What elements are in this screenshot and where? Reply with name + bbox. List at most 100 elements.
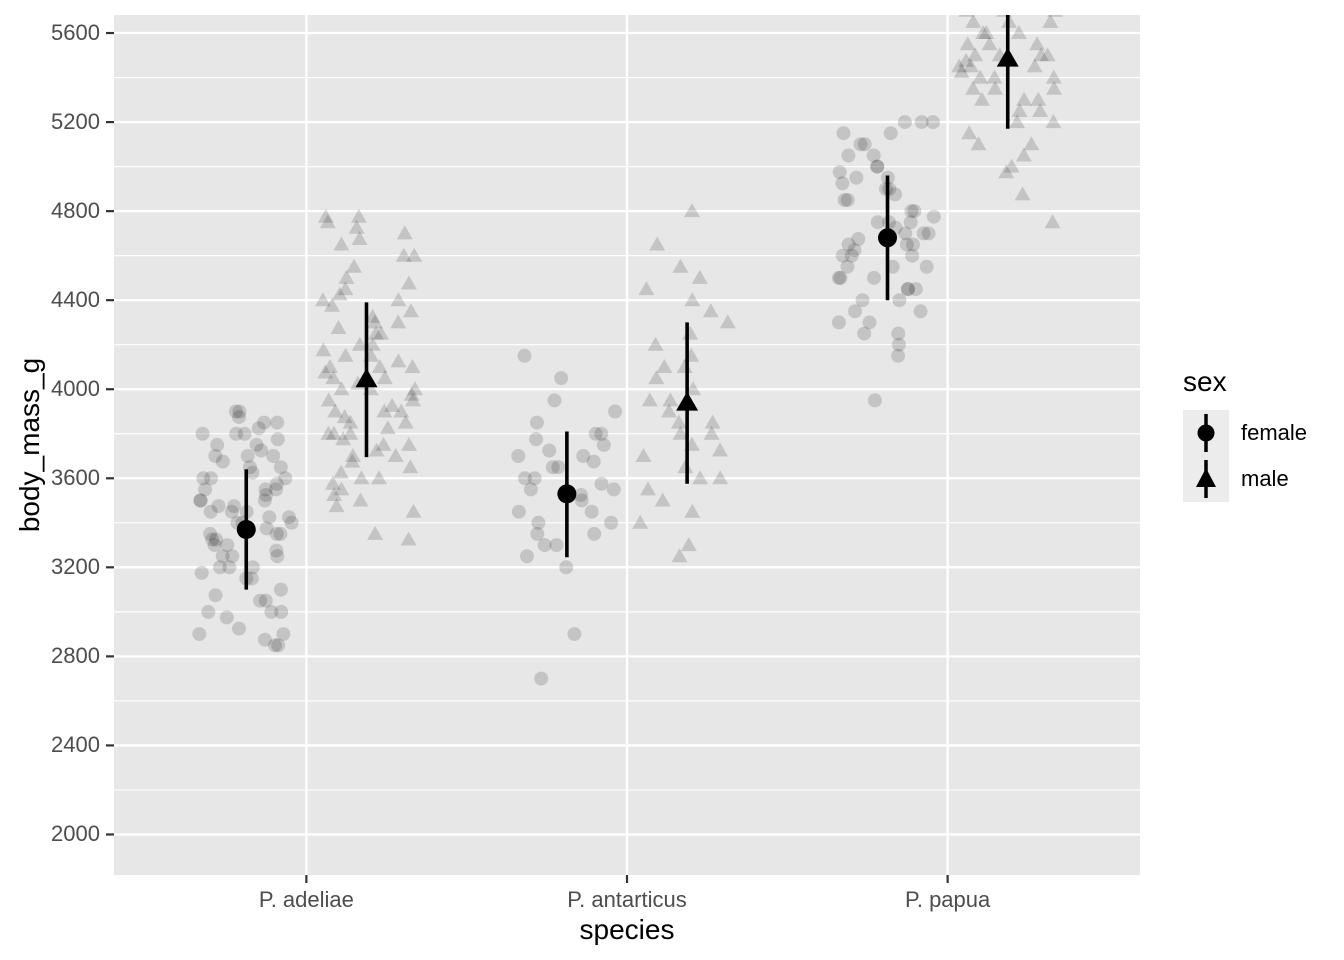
data-point-male: [680, 537, 697, 552]
data-point-male: [986, 69, 1003, 84]
data-point-female: [271, 638, 286, 653]
data-point-male: [319, 214, 336, 229]
data-point-male: [974, 91, 990, 106]
data-point-female: [901, 282, 915, 297]
data-point-male: [1030, 91, 1047, 106]
data-point-male: [684, 292, 701, 307]
data-point-female: [574, 493, 589, 508]
data-point-male: [393, 403, 410, 418]
data-point-female: [530, 415, 544, 430]
data-point-female: [257, 415, 272, 430]
data-point-female: [549, 538, 564, 553]
data-point-female: [905, 248, 920, 263]
data-point-male: [671, 548, 688, 563]
data-point-male: [1039, 47, 1056, 62]
data-point-female: [831, 270, 846, 285]
summary-mean-point: [557, 484, 577, 504]
data-point-male: [405, 503, 422, 518]
data-point-female: [269, 476, 284, 491]
data-point-male: [366, 314, 383, 329]
data-point-male: [641, 392, 658, 407]
data-point-male: [351, 336, 368, 351]
data-point-male: [965, 15, 982, 28]
data-point-female: [203, 504, 218, 519]
legend-label-female: female: [1241, 420, 1308, 445]
summary-mean-point: [355, 368, 378, 388]
data-point-female: [908, 282, 923, 297]
data-points-layer: [192, 15, 1063, 686]
data-point-male: [712, 442, 728, 457]
data-point-female: [237, 426, 252, 441]
data-point-female: [847, 243, 862, 258]
data-point-female: [276, 627, 291, 642]
data-point-female: [530, 526, 545, 541]
data-point-female: [857, 137, 872, 152]
data-point-female: [892, 293, 907, 308]
data-point-male: [632, 514, 649, 529]
data-point-female: [215, 549, 230, 564]
data-point-female: [906, 237, 920, 252]
y-tick-label: 3200: [51, 554, 100, 580]
data-point-male: [406, 247, 423, 262]
data-point-male: [951, 58, 968, 73]
data-point-female: [278, 471, 293, 486]
data-point-male: [1003, 158, 1020, 173]
data-point-female: [867, 270, 881, 285]
data-point-male: [662, 392, 679, 407]
data-point-female: [244, 571, 259, 586]
y-tick-label: 2400: [51, 732, 100, 758]
data-point-female: [273, 582, 288, 597]
data-point-male: [981, 36, 998, 51]
data-point-female: [224, 504, 239, 519]
data-point-male: [403, 303, 419, 318]
data-point-male: [672, 425, 689, 440]
x-tick-label: P. antarticus: [567, 887, 687, 912]
y-tick-label: 5600: [51, 20, 100, 46]
data-point-female: [903, 215, 918, 230]
data-point-female: [258, 482, 273, 497]
data-point-female: [232, 410, 246, 425]
data-point-male: [712, 470, 729, 485]
data-point-male: [390, 314, 407, 329]
data-point-male: [400, 275, 417, 290]
data-point-male: [352, 492, 369, 507]
data-point-female: [245, 465, 260, 480]
data-point-female: [608, 404, 623, 419]
data-point-male: [371, 359, 388, 373]
data-point-female: [534, 671, 549, 686]
data-point-male: [384, 397, 401, 412]
data-point-female: [833, 270, 848, 285]
data-point-male: [397, 414, 414, 429]
data-point-male: [342, 414, 359, 429]
data-point-female: [891, 348, 906, 363]
data-point-female: [527, 471, 542, 486]
data-point-female: [870, 159, 885, 174]
summary-mean-point: [236, 520, 256, 539]
data-point-female: [203, 526, 218, 541]
data-point-male: [404, 359, 421, 373]
data-point-male: [685, 381, 702, 396]
data-point-female: [511, 504, 526, 519]
data-point-male: [350, 208, 367, 223]
data-point-female: [862, 315, 877, 330]
data-point-female: [270, 432, 285, 447]
data-point-female: [207, 538, 222, 553]
data-point-female: [835, 248, 850, 263]
data-point-female: [210, 437, 225, 452]
data-point-female: [284, 515, 299, 530]
data-point-male: [998, 164, 1015, 179]
data-point-female: [926, 115, 940, 130]
x-tick-label: P. adeliae: [258, 887, 354, 912]
data-point-female: [208, 588, 223, 603]
data-point-female: [604, 515, 619, 530]
data-point-female: [848, 304, 862, 319]
data-point-male: [987, 80, 1004, 95]
data-point-female: [251, 421, 266, 436]
data-point-male: [335, 431, 352, 446]
x-axis-title: species: [579, 914, 675, 945]
data-point-female: [596, 437, 611, 452]
data-point-female: [835, 176, 850, 191]
summary-layer: [236, 15, 1019, 590]
data-point-male: [1016, 91, 1033, 106]
data-point-male: [972, 69, 989, 84]
